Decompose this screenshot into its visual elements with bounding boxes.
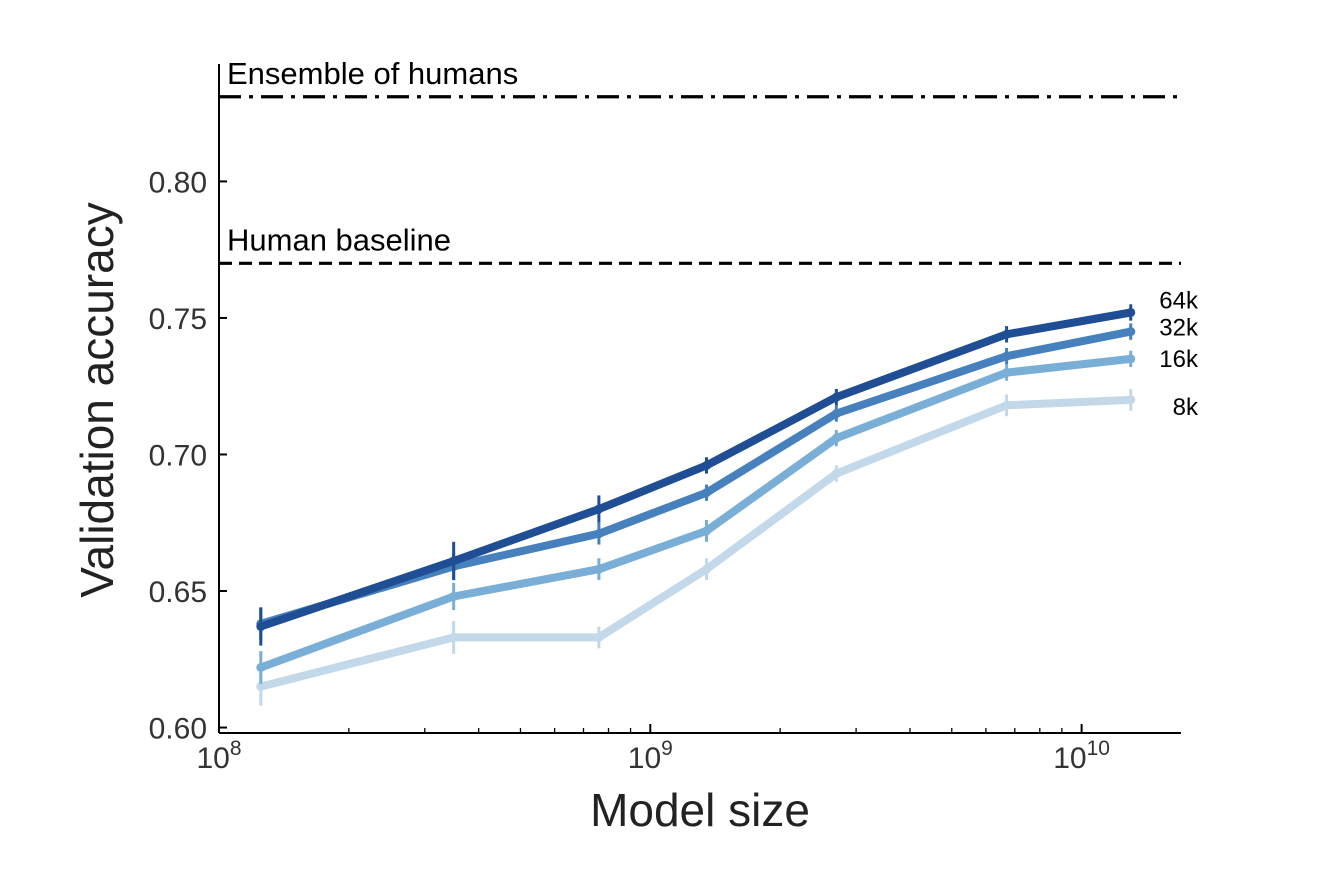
data-point <box>702 460 712 470</box>
data-point <box>449 591 459 601</box>
data-point <box>594 504 604 514</box>
x-tick-label: 108 <box>196 737 241 775</box>
data-point <box>1126 307 1136 317</box>
data-point <box>702 526 712 536</box>
data-point <box>594 529 604 539</box>
series-label-16k: 16k <box>1159 346 1199 373</box>
x-axis-title: Model size <box>590 784 810 836</box>
y-tick-label: 0.80 <box>149 166 207 199</box>
data-point <box>1002 351 1012 361</box>
data-point <box>831 433 841 443</box>
series-label-32k: 32k <box>1159 315 1199 342</box>
data-point <box>449 632 459 642</box>
data-point <box>702 564 712 574</box>
data-point <box>831 409 841 419</box>
data-point <box>831 469 841 479</box>
reference-lines: Ensemble of humans Human baseline <box>219 56 1181 265</box>
series-label-64k: 64k <box>1159 287 1199 314</box>
data-point <box>1002 329 1012 339</box>
data-point <box>449 556 459 566</box>
y-tick-label: 0.60 <box>149 713 207 746</box>
data-point <box>256 682 266 692</box>
series-line-8k <box>259 395 1131 691</box>
tick-labels: 0.60 0.65 0.70 0.75 0.80 108 109 1010 <box>149 166 1110 775</box>
data-point <box>1126 327 1136 337</box>
series-label-8k: 8k <box>1173 394 1199 421</box>
y-tick-label: 0.70 <box>149 439 207 472</box>
data-point <box>702 488 712 498</box>
data-point <box>1002 400 1012 410</box>
data-point <box>256 622 266 632</box>
axes <box>218 64 1181 734</box>
data-point <box>831 392 841 402</box>
x-tick-label: 109 <box>628 737 673 775</box>
y-tick-label: 0.65 <box>149 576 207 609</box>
data-point <box>594 564 604 574</box>
y-axis-title: Validation accuracy <box>71 202 123 597</box>
data-point <box>256 662 266 672</box>
x-tick-label: 1010 <box>1053 737 1110 775</box>
data-point <box>594 632 604 642</box>
data-point <box>1126 354 1136 364</box>
reference-line-label: Ensemble of humans <box>227 56 518 91</box>
data-point <box>1126 395 1136 405</box>
y-tick-label: 0.75 <box>149 303 207 336</box>
data-point <box>1002 368 1012 378</box>
reference-line-label: Human baseline <box>227 222 451 257</box>
